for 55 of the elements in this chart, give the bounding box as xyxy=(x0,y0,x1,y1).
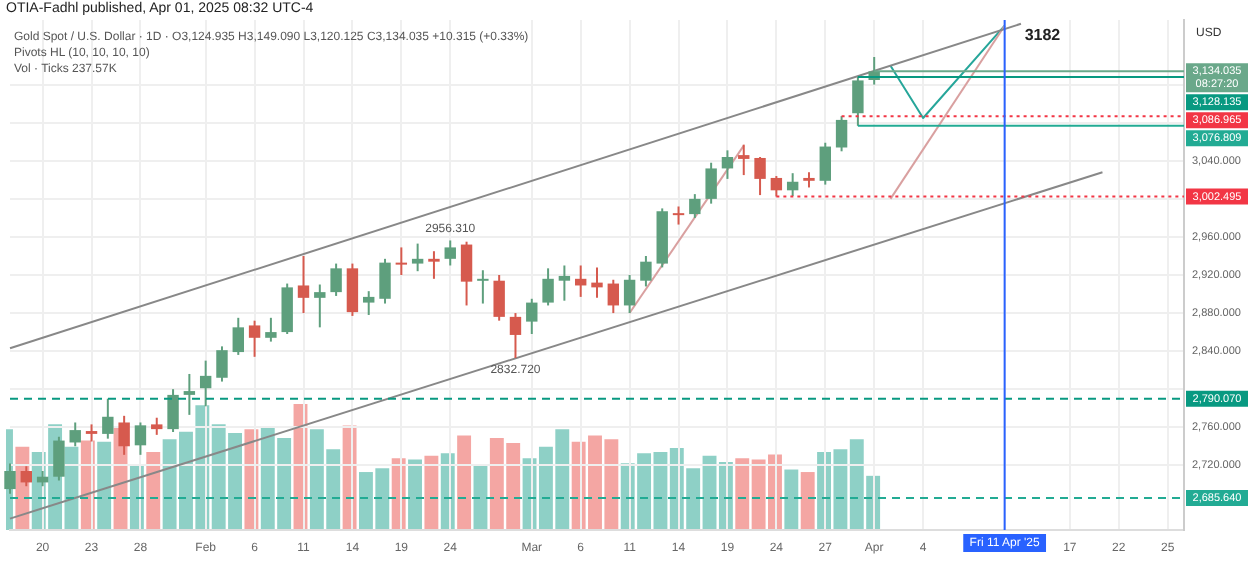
candlestick xyxy=(738,143,750,177)
bar xyxy=(408,459,422,530)
candlestick xyxy=(493,274,505,322)
bar xyxy=(784,469,799,530)
bar xyxy=(97,441,112,530)
bar xyxy=(146,451,161,530)
candlestick xyxy=(379,257,391,305)
candlestick xyxy=(786,172,799,198)
bar xyxy=(457,435,472,530)
candlestick xyxy=(477,269,489,305)
candlestick xyxy=(672,205,685,226)
candlestick xyxy=(199,359,212,408)
candlestick xyxy=(53,435,65,482)
candlestick xyxy=(363,290,375,316)
candlestick xyxy=(314,283,326,329)
candlestick xyxy=(852,75,864,127)
candlestick xyxy=(689,193,701,219)
candlestick xyxy=(20,465,33,488)
bar xyxy=(424,455,439,530)
candlestick xyxy=(216,345,228,383)
candlestick xyxy=(460,240,473,307)
candlestick xyxy=(558,264,571,302)
candlestick xyxy=(835,115,848,153)
candlestick xyxy=(411,242,424,273)
candlestick xyxy=(819,141,831,186)
candlestick xyxy=(232,316,244,356)
candlestick xyxy=(542,267,554,307)
candlestick xyxy=(640,254,652,288)
candlestick xyxy=(183,372,196,416)
candlestick xyxy=(346,262,359,317)
candlestick xyxy=(607,278,620,315)
candlestick xyxy=(118,414,130,456)
candlestick xyxy=(770,175,783,198)
candlestick xyxy=(526,297,538,335)
annotation: 3182 xyxy=(1024,26,1062,45)
candlestick xyxy=(281,282,293,335)
candlestick xyxy=(705,161,717,205)
candlestick xyxy=(623,274,636,315)
candlestick xyxy=(248,319,261,358)
candlestick xyxy=(428,250,440,280)
candlestick xyxy=(134,421,147,456)
candlestick xyxy=(297,254,310,315)
candlestick xyxy=(754,156,766,197)
candlestick xyxy=(4,462,16,495)
bar xyxy=(800,472,815,530)
candlestick xyxy=(330,262,342,297)
candlestick xyxy=(265,316,277,343)
candlestick xyxy=(167,388,179,433)
candlestick xyxy=(102,397,114,440)
candlestick xyxy=(444,239,456,267)
bar xyxy=(473,465,488,530)
candlestick xyxy=(69,421,81,448)
candlestick xyxy=(395,246,408,276)
candlestick xyxy=(721,149,734,180)
candlestick xyxy=(509,312,522,360)
